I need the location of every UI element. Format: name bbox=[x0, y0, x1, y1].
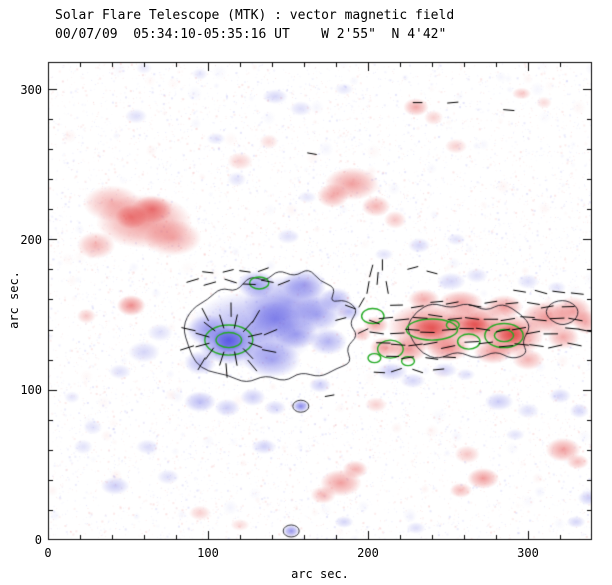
y-tick-label-200: 200 bbox=[20, 233, 42, 247]
x-tick-label-0: 0 bbox=[44, 546, 52, 560]
x-tick-label-200: 200 bbox=[357, 546, 379, 560]
x-tick-label-300: 300 bbox=[517, 546, 539, 560]
y-tick-label-100: 100 bbox=[20, 383, 42, 397]
x-axis-label: arc sec. bbox=[291, 567, 349, 581]
figure-title: Solar Flare Telescope (MTK) : vector mag… bbox=[55, 8, 455, 23]
figure-subtitle: 00/07/09 05:34:10-05:35:16 UT W 2'55" N … bbox=[55, 27, 447, 42]
y-axis-label: arc sec. bbox=[7, 271, 21, 329]
y-tick-label-300: 300 bbox=[20, 83, 42, 97]
x-tick-label-100: 100 bbox=[197, 546, 219, 560]
y-tick-label-0: 0 bbox=[34, 533, 42, 547]
